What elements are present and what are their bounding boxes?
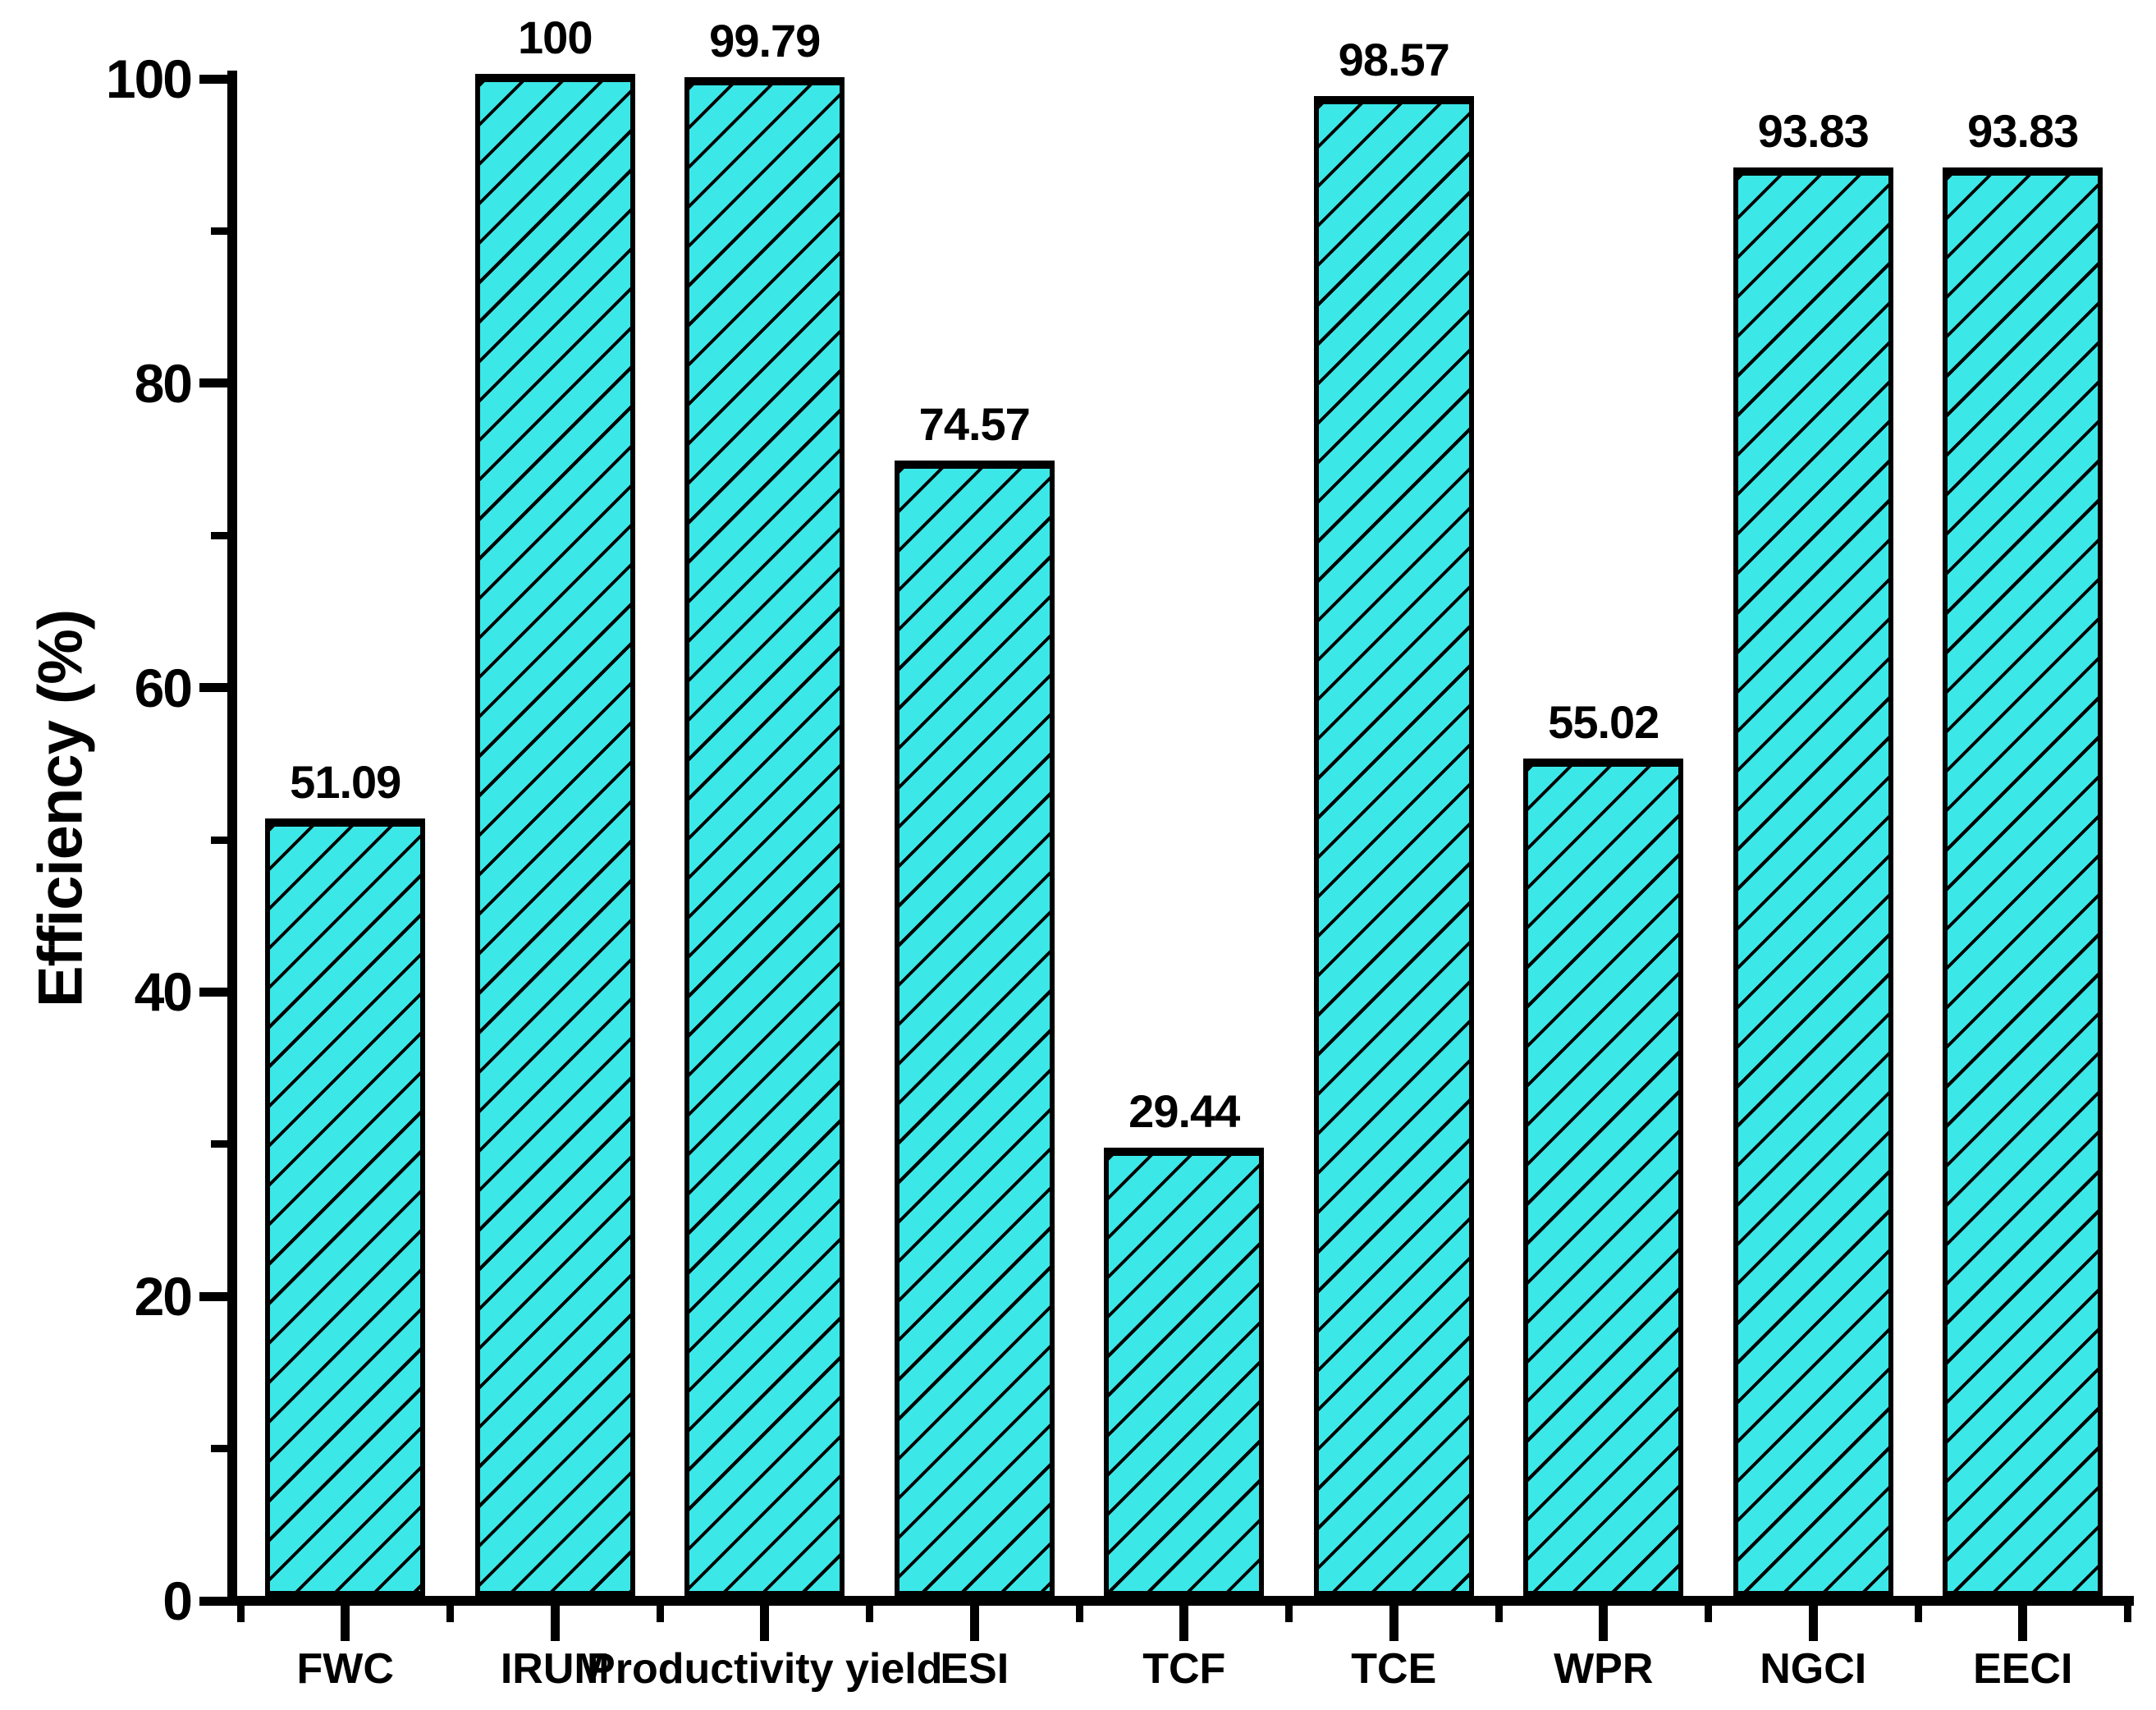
x-tick-major: [760, 1606, 770, 1641]
y-tick-major: [199, 74, 227, 84]
y-tick-major: [199, 683, 227, 693]
bar-productivity-yield: [684, 76, 845, 1596]
bar-tcf: [1104, 1148, 1265, 1596]
bar-eeci: [1943, 167, 2103, 1596]
x-tick-major: [1599, 1606, 1609, 1641]
x-tick-minor: [866, 1606, 873, 1622]
bar-value-label: 29.44: [1128, 1085, 1240, 1138]
x-tick-minor: [1495, 1606, 1503, 1622]
x-category-label: FWC: [296, 1645, 394, 1693]
y-tick-major: [199, 987, 227, 997]
bar-value-label: 93.83: [1757, 105, 1870, 158]
x-tick-minor: [1705, 1606, 1712, 1622]
y-tick-label: 80: [134, 352, 193, 414]
y-tick-minor: [211, 836, 227, 844]
bar-wpr: [1523, 758, 1684, 1596]
x-tick-major: [550, 1606, 560, 1641]
bar-irum: [474, 74, 635, 1596]
x-tick-minor: [236, 1606, 245, 1622]
y-tick-label: 20: [134, 1266, 193, 1327]
y-tick-major: [199, 378, 227, 388]
x-tick-minor: [2124, 1606, 2131, 1622]
bar-fwc: [265, 818, 426, 1596]
bar-tce: [1313, 95, 1474, 1596]
y-tick-minor: [211, 531, 227, 539]
bar-ngci: [1733, 167, 1893, 1596]
x-tick-major: [969, 1606, 979, 1641]
bar-value-label: 55.02: [1548, 695, 1659, 748]
y-tick-minor: [211, 1140, 227, 1148]
x-tick-minor: [1075, 1606, 1083, 1622]
x-tick-major: [1389, 1606, 1398, 1641]
x-tick-minor: [1914, 1606, 1922, 1622]
x-tick-major: [1179, 1606, 1189, 1641]
bar-value-label: 74.57: [918, 398, 1031, 451]
x-category-label: ESI: [940, 1645, 1009, 1693]
x-category-label: TCE: [1351, 1645, 1437, 1693]
y-tick-label: 60: [134, 657, 193, 718]
y-tick-minor: [211, 227, 227, 235]
bar-value-label: 100: [518, 11, 593, 63]
y-tick-minor: [211, 1445, 227, 1453]
y-tick-label: 0: [163, 1570, 193, 1631]
x-category-label: EECI: [1973, 1645, 2073, 1693]
x-axis-line: [227, 1596, 2134, 1606]
y-tick-label: 100: [105, 48, 193, 109]
x-category-label: Productivity yield: [587, 1645, 943, 1693]
bar-value-label: 98.57: [1338, 33, 1450, 85]
x-tick-minor: [1285, 1606, 1293, 1622]
bar-esi: [894, 461, 1055, 1596]
x-tick-major: [2018, 1606, 2028, 1641]
bar-value-label: 99.79: [709, 14, 821, 66]
y-tick-label: 40: [134, 961, 193, 1023]
bar-value-label: 51.09: [290, 755, 401, 808]
bar-value-label: 93.83: [1967, 105, 2079, 158]
x-category-label: WPR: [1554, 1645, 1654, 1693]
x-category-label: TCF: [1142, 1645, 1226, 1693]
x-tick-minor: [446, 1606, 454, 1622]
x-tick-major: [1808, 1606, 1818, 1641]
y-tick-major: [199, 1291, 227, 1301]
y-tick-major: [199, 1596, 227, 1606]
y-axis-line: [227, 71, 237, 1606]
x-category-label: NGCI: [1760, 1645, 1867, 1693]
x-category-label: IRUM: [500, 1645, 610, 1693]
x-tick-major: [341, 1606, 350, 1641]
x-tick-minor: [656, 1606, 664, 1622]
